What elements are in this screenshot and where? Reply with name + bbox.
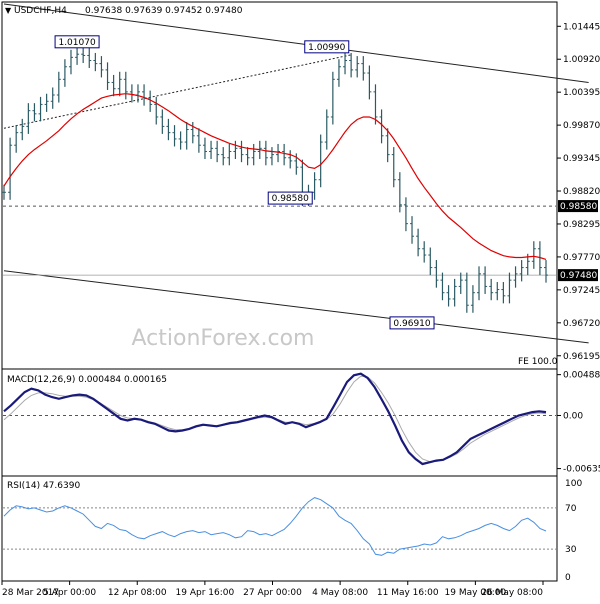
fe-label: FE 100.0 (518, 357, 558, 367)
macd-y-tick-label: 0.004883 (563, 371, 600, 381)
macd-y-tick-label: -0.006354 (563, 465, 600, 475)
price-y-tick-label: 0.99870 (563, 121, 600, 131)
channel-lower-line (3, 270, 589, 344)
x-tick-label: 28 Mar 2017 (2, 588, 59, 598)
level-price-tag (558, 200, 598, 213)
price-y-tick-label: 0.98820 (563, 187, 600, 197)
rsi-layer (3, 497, 556, 556)
x-tick-label: 26 May 08:00 (481, 588, 543, 598)
price-y-tick-label: 0.96720 (563, 319, 600, 329)
rsi-panel-frame (1, 475, 558, 582)
level-price-tag-label: 0.98580 (560, 202, 597, 212)
rsi-line (3, 497, 547, 556)
price-annotation-box (267, 191, 313, 205)
price-y-tick-label: 0.98295 (563, 220, 600, 230)
macd-layer (3, 372, 556, 466)
price-y-tick-label: 1.00920 (563, 55, 600, 65)
price-annotation-box (389, 316, 435, 330)
x-tick-label: 19 May 00:00 (445, 588, 507, 598)
price-annotation-box (304, 40, 350, 54)
price-annotation-label: 0.98580 (272, 194, 309, 204)
price-annotation-label: 1.00990 (308, 43, 345, 53)
current-price-tag (558, 269, 598, 282)
price-y-tick-label: 0.97770 (563, 253, 600, 263)
price-annotation-label: 1.01070 (58, 38, 95, 48)
x-tick-label: 19 Apr 16:00 (176, 588, 235, 598)
x-tick-label: 5 Apr 00:00 (43, 588, 96, 598)
symbol-label: USDCHF,H4 (14, 6, 67, 16)
axis-layer: 1.01445 1.00920 1.00395 0.99870 0.99345 0.988… (1, 22, 600, 598)
header-arrow-icon: ▼ (5, 6, 12, 15)
price-annotation-label: 0.96910 (393, 319, 430, 329)
x-tick-label: 12 Apr 08:00 (108, 588, 167, 598)
macd-main-line (3, 372, 547, 466)
price-y-tick-label: 0.99345 (563, 154, 600, 164)
rsi-y-tick-label: 0 (565, 573, 571, 583)
price-y-tick-label: 0.97245 (563, 286, 600, 296)
channel-upper-line (3, 3, 589, 83)
macd-y-tick-label: 0.00 (563, 411, 583, 421)
moving-average-line (3, 93, 547, 260)
price-y-tick-label: 1.00395 (563, 88, 600, 98)
x-tick-label: 11 May 16:00 (377, 588, 439, 598)
price-panel-frame (1, 1, 558, 370)
rsi-title: RSI(14) 47.6390 (7, 481, 80, 491)
price-y-tick-label: 1.01445 (563, 22, 600, 32)
x-tick-label: 27 Apr 00:00 (243, 588, 302, 598)
macd-panel-frame (1, 368, 558, 477)
current-price-tag-label: 0.97480 (560, 271, 597, 281)
price-layer: 1.01070 1.00990 0.98580 0.96910 (2, 3, 589, 344)
watermark: ActionForex.com (132, 326, 315, 351)
rsi-y-tick-label: 70 (565, 504, 577, 514)
x-tick-label: 4 May 08:00 (312, 588, 368, 598)
rsi-y-tick-label: 100 (565, 479, 582, 489)
macd-title: MACD(12,26,9) 0.000484 0.000165 (7, 375, 167, 385)
price-annotation-box (54, 35, 100, 49)
ohlc-values: 0.97638 0.97639 0.97452 0.97480 (85, 6, 243, 16)
rsi-y-tick-label: 30 (565, 545, 577, 555)
price-y-tick-label: 0.96195 (563, 352, 600, 362)
dotted-trendline (3, 54, 352, 129)
